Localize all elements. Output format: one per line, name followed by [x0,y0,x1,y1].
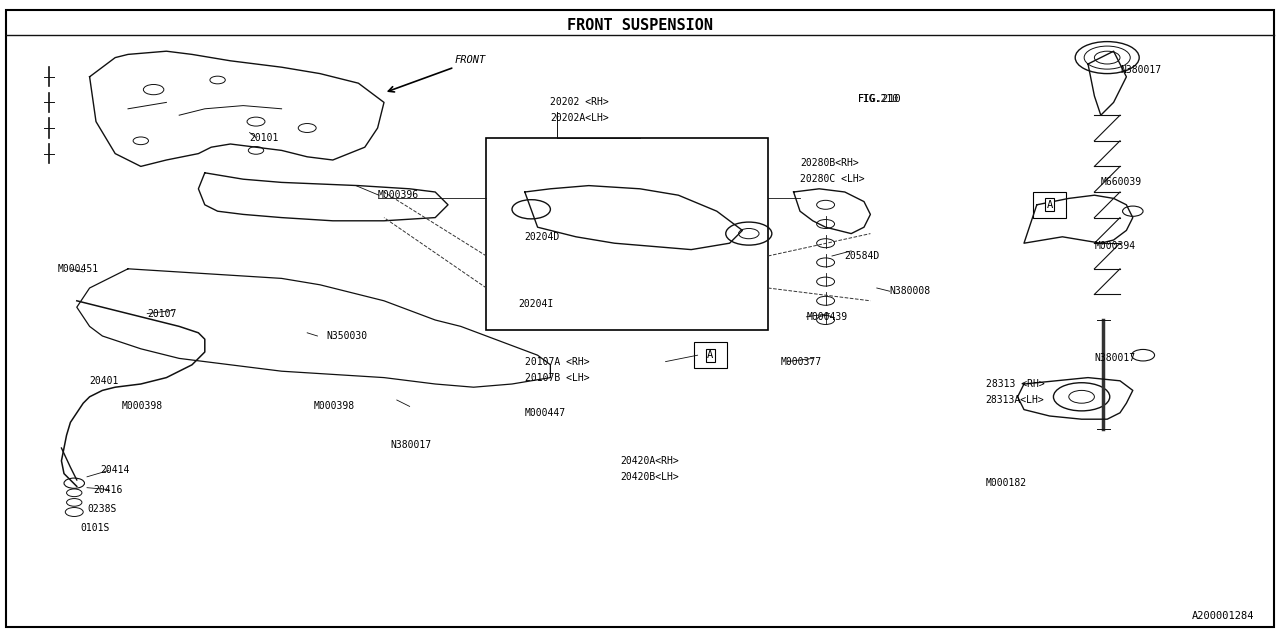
Text: 20202A<LH>: 20202A<LH> [550,113,609,124]
Text: 0238S: 0238S [87,504,116,514]
Text: 28313A<LH>: 28313A<LH> [986,395,1044,405]
Text: 20107B <LH>: 20107B <LH> [525,372,589,383]
Text: FIG.210: FIG.210 [858,94,901,104]
Bar [486,138,768,330]
Text: M000377: M000377 [781,356,822,367]
Text: N380017: N380017 [1120,65,1161,76]
Text: 20107: 20107 [147,308,177,319]
Text: 20420B<LH>: 20420B<LH> [621,472,680,482]
Text: N380017: N380017 [1094,353,1135,364]
Text: A: A [708,350,713,360]
Text: N380017: N380017 [390,440,431,450]
Text: 20202 <RH>: 20202 <RH> [550,97,609,108]
Text: M660039: M660039 [1101,177,1142,188]
Text: A200001284: A200001284 [1192,611,1254,621]
Text: 20401: 20401 [90,376,119,386]
Text: 20280B<RH>: 20280B<RH> [800,158,859,168]
Text: FRONT SUSPENSION: FRONT SUSPENSION [567,18,713,33]
Text: 20101: 20101 [250,132,279,143]
Bar [694,342,727,368]
Text: 20107A <RH>: 20107A <RH> [525,356,589,367]
Text: 20204D: 20204D [525,232,561,242]
Text: M000398: M000398 [122,401,163,412]
Text: M000182: M000182 [986,478,1027,488]
Text: 20414: 20414 [100,465,129,476]
Text: A: A [1047,200,1052,210]
Text: N350030: N350030 [326,331,367,341]
Text: 20416: 20416 [93,484,123,495]
Text: 20420A<RH>: 20420A<RH> [621,456,680,466]
Text: M000451: M000451 [58,264,99,274]
Text: 20584D: 20584D [845,251,881,261]
Text: 28313 <RH>: 28313 <RH> [986,379,1044,389]
Text: M000394: M000394 [1094,241,1135,252]
Bar [1033,192,1066,218]
Text: M000396: M000396 [378,190,419,200]
Text: M000398: M000398 [314,401,355,412]
Text: FRONT: FRONT [454,55,485,65]
Text: 20280C <LH>: 20280C <LH> [800,174,864,184]
Text: 0101S: 0101S [81,523,110,533]
Text: M000439: M000439 [806,312,847,322]
Text: FIG.210: FIG.210 [858,94,899,104]
Text: N380008: N380008 [890,286,931,296]
Text: 20204I: 20204I [518,299,554,309]
Text: M000447: M000447 [525,408,566,418]
